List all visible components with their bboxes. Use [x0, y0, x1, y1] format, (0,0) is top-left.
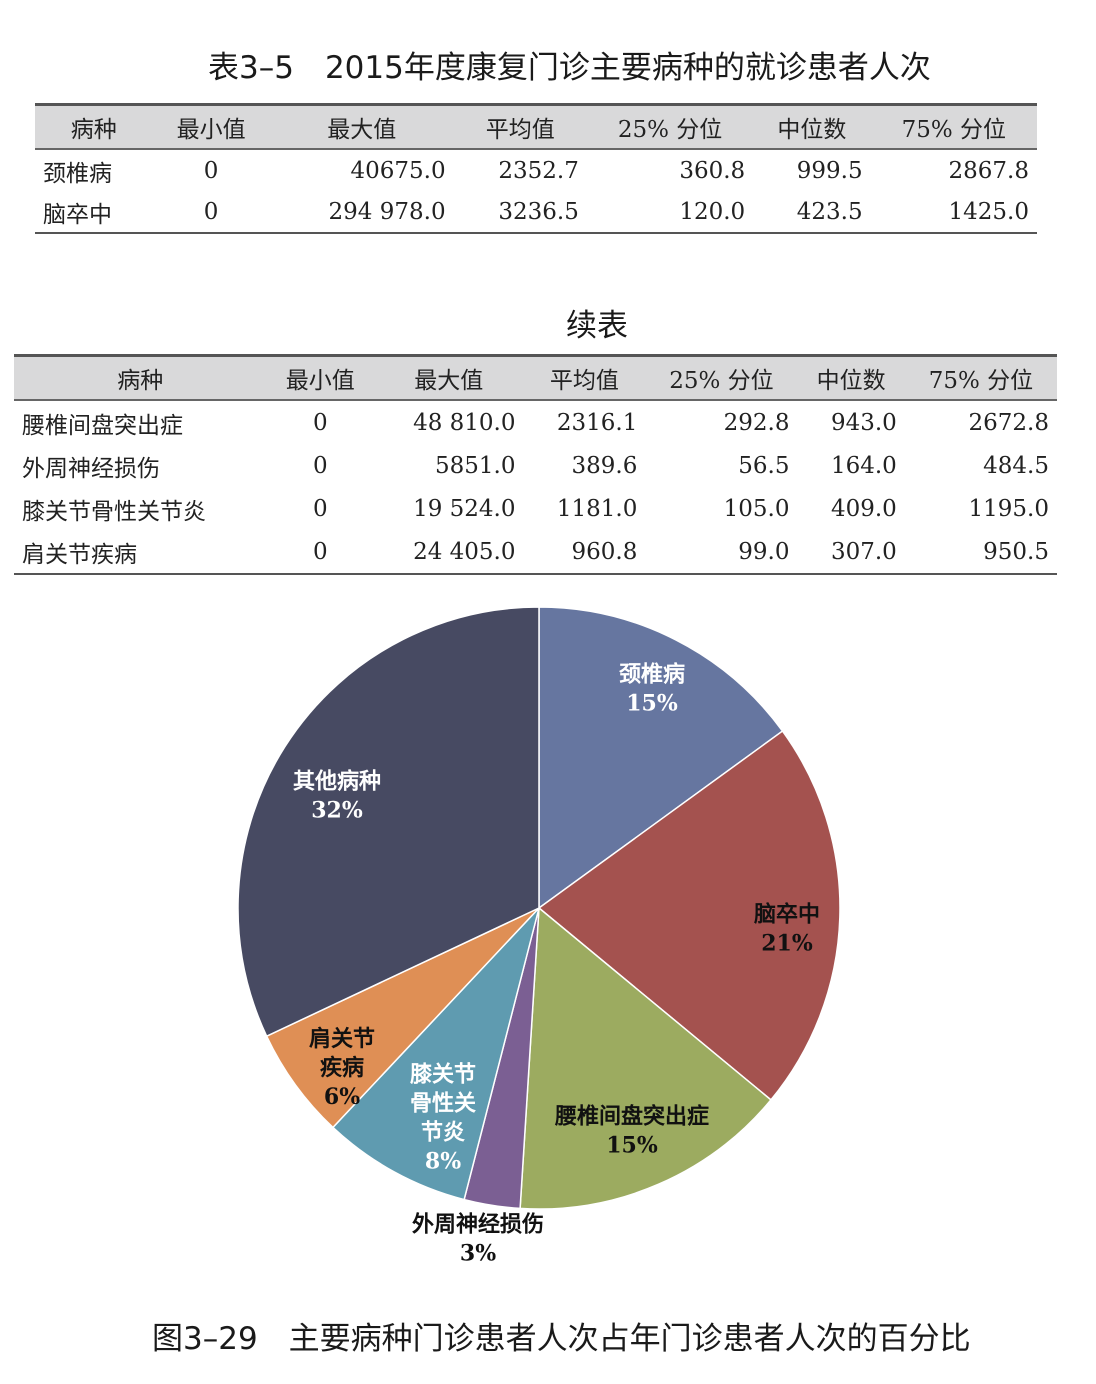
table-row: 外周神经损伤 0 5851.0 389.6 56.5 164.0 484.5: [14, 444, 1057, 487]
value-cell: 0: [312, 452, 328, 479]
value-cell: 0: [266, 530, 374, 575]
column-header: 25% 分位: [586, 103, 754, 150]
column-header: 最大值: [269, 103, 454, 150]
table2-title: 续表: [566, 308, 628, 344]
slice-label: 其他病种 32%: [293, 769, 381, 824]
table-2: 病种 最小值 最大值 平均值 25% 分位 中位数 75% 分位 腰椎间盘突出症 0 48 81…: [14, 354, 1057, 575]
value-cell: 48 810.0: [413, 409, 516, 436]
table-row: 腰椎间盘突出症 0 48 810.0 2316.1 292.8 943.0 2672.8: [14, 400, 1057, 444]
slice-label-line: 腰椎间盘突出症: [554, 1104, 709, 1130]
column-header: 病种: [35, 103, 153, 150]
slice-label-line: 膝关节: [410, 1062, 476, 1088]
value-cell: 1195.0: [968, 495, 1049, 522]
value-cell: 0: [312, 495, 328, 522]
value-cell: 943.0: [830, 409, 897, 436]
slice-label: 膝关节骨性关节炎 8%: [410, 1062, 476, 1175]
slice-label: 肩关节疾病 6%: [309, 1026, 375, 1110]
value-cell: 2352.7: [498, 157, 579, 184]
slice-label-line: 节炎: [421, 1120, 465, 1146]
column-header: 平均值: [453, 103, 587, 150]
column-header: 病种: [14, 354, 267, 401]
column-header: 平均值: [523, 354, 646, 401]
value-cell: 105.0: [723, 495, 790, 522]
value-cell: 0: [312, 409, 328, 436]
value-cell: 0: [203, 157, 219, 184]
table-row: 颈椎病 0 40675.0 2352.7 360.8 999.5 2867.8: [35, 149, 1037, 191]
value-cell: 360.8: [679, 157, 746, 184]
table-row: 膝关节骨性关节炎 0 19 524.0 1181.0 105.0 409.0 1195.0: [14, 487, 1057, 530]
pie-chart: 颈椎病 15% 脑卒中 21% 腰椎间盘突出症 15% 外周神经损伤 3% 膝关节骨性关节炎 8%…: [237, 606, 841, 1267]
value-cell: 56.5: [738, 452, 790, 479]
table-header-row: 病种 最小值 最大值 平均值 25% 分位 中位数 75% 分位: [35, 103, 1037, 150]
column-header: 最大值: [373, 354, 524, 401]
slice-label-line: 21%: [761, 931, 813, 957]
disease-name-cell: 脑卒中: [35, 191, 153, 234]
table-header-row: 病种 最小值 最大值 平均值 25% 分位 中位数 75% 分位: [14, 354, 1057, 401]
table-row: 脑卒中 0 294 978.0 3236.5 120.0 423.5 1425.0: [35, 191, 1037, 234]
disease-name-cell: 外周神经损伤: [22, 455, 160, 482]
value-cell: 423.5: [753, 191, 871, 234]
column-header: 中位数: [797, 354, 905, 401]
slice-label-line: 3%: [460, 1241, 496, 1267]
value-cell: 120.0: [586, 191, 754, 234]
slice-label-line: 15%: [606, 1133, 658, 1159]
slice-label: 腰椎间盘突出症 15%: [554, 1104, 709, 1159]
slice-label-line: 肩关节: [309, 1026, 375, 1052]
figure-caption: 图3–29 主要病种门诊患者人次占年门诊患者人次的百分比: [152, 1321, 971, 1357]
value-cell: 389.6: [571, 452, 638, 479]
disease-name-cell: 腰椎间盘突出症: [22, 412, 183, 439]
slice-label-line: 6%: [324, 1084, 360, 1110]
column-header: 最小值: [152, 103, 270, 150]
value-cell: 24 405.0: [373, 530, 524, 575]
disease-name-cell: 膝关节骨性关节炎: [22, 498, 206, 525]
value-cell: 1425.0: [870, 191, 1037, 234]
table-row: 肩关节疾病 0 24 405.0 960.8 99.0 307.0 950.5: [14, 530, 1057, 575]
slice-label-line: 32%: [311, 798, 363, 824]
value-cell: 2867.8: [948, 157, 1029, 184]
column-header: 中位数: [753, 103, 871, 150]
slice-label-line: 骨性关: [410, 1091, 476, 1117]
pie-slice: [237, 606, 540, 1038]
slice-label: 颈椎病 15%: [619, 662, 685, 717]
value-cell: 2672.8: [968, 409, 1049, 436]
column-header: 75% 分位: [904, 354, 1057, 401]
slice-label-line: 其他病种: [293, 769, 381, 795]
value-cell: 409.0: [830, 495, 897, 522]
column-header: 75% 分位: [870, 103, 1037, 150]
disease-name-cell: 肩关节疾病: [14, 530, 267, 575]
slice-label-line: 8%: [425, 1149, 461, 1175]
value-cell: 999.5: [796, 157, 863, 184]
slice-label-line: 疾病: [320, 1055, 364, 1081]
pie-slice: [519, 906, 772, 1210]
value-cell: 292.8: [723, 409, 790, 436]
value-cell: 5851.0: [435, 452, 516, 479]
pie-slice: [331, 907, 540, 1201]
disease-name-cell: 颈椎病: [43, 160, 112, 187]
value-cell: 0: [152, 191, 270, 234]
value-cell: 99.0: [645, 530, 798, 575]
slice-label-line: 15%: [626, 691, 678, 717]
value-cell: 19 524.0: [413, 495, 516, 522]
column-header: 最小值: [266, 354, 374, 401]
value-cell: 294 978.0: [269, 191, 454, 234]
value-cell: 3236.5: [453, 191, 587, 234]
column-header: 25% 分位: [645, 354, 798, 401]
slice-label-line: 脑卒中: [754, 902, 820, 928]
value-cell: 950.5: [904, 530, 1057, 575]
table-1: 病种 最小值 最大值 平均值 25% 分位 中位数 75% 分位 颈椎病 0 40675.0 23…: [35, 103, 1037, 234]
pie-slice: [538, 606, 784, 910]
value-cell: 2316.1: [556, 409, 638, 436]
value-cell: 1181.0: [556, 495, 638, 522]
value-cell: 484.5: [983, 452, 1049, 479]
value-cell: 307.0: [797, 530, 905, 575]
value-cell: 960.8: [523, 530, 646, 575]
slice-label: 脑卒中 21%: [754, 902, 820, 957]
value-cell: 40675.0: [350, 157, 446, 184]
value-cell: 164.0: [830, 452, 897, 479]
table1-title: 表3–5 2015年度康复门诊主要病种的就诊患者人次: [208, 50, 931, 86]
slice-label: 外周神经损伤 3%: [412, 1212, 544, 1267]
slice-label-line: 外周神经损伤: [412, 1212, 544, 1238]
pie-slice: [537, 730, 841, 1101]
slice-label-line: 颈椎病: [619, 662, 685, 688]
